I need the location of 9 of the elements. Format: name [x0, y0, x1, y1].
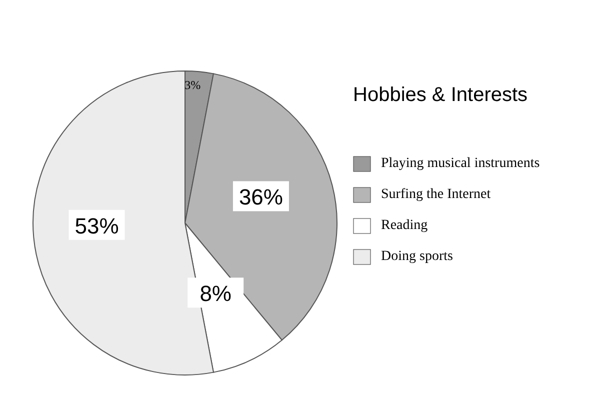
- text: Hobbies & Interests: [353, 84, 528, 107]
- data-label: 8%: [200, 281, 232, 306]
- legend-label: Doing sports: [381, 248, 453, 264]
- legend-label: Playing musical instruments: [381, 156, 540, 172]
- data-label: 3%: [184, 78, 201, 92]
- data-label: 53%: [74, 213, 119, 238]
- legend-label: Reading: [381, 218, 428, 234]
- data-label: 36%: [238, 184, 283, 210]
- legend-label: Surfing the Internet: [381, 186, 491, 202]
